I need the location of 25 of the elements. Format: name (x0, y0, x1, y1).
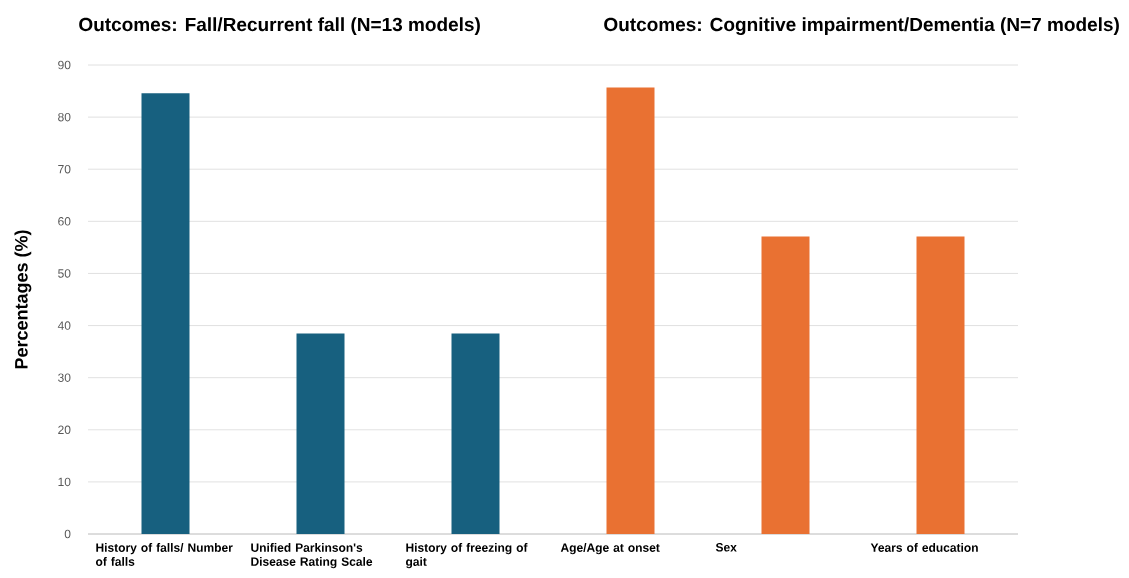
bar (296, 333, 345, 534)
y-axis-title: Percentages (%) (14, 230, 32, 369)
y-tick-label: 90 (58, 60, 71, 70)
text: Outcomes: Fall/Recurrent fall (N=13 models) (79, 17, 480, 35)
bar (916, 236, 965, 534)
x-tick-label: Sex (715, 543, 737, 552)
y-tick-label: 40 (57, 321, 71, 330)
x-tick-label: History of falls/ Number of falls (95, 543, 233, 566)
bar (141, 93, 190, 534)
y-tick-label: 20 (58, 425, 71, 435)
x-tick-label: Years of education (870, 543, 978, 552)
text: Outcomes: Cognitive impairment/Dementia (N=7 models) (604, 17, 1119, 36)
bar (451, 333, 500, 534)
y-tick-label: 10 (58, 477, 71, 487)
bar (761, 236, 810, 534)
x-tick-label: Unified Parkinson's Disease Rating Scale (251, 543, 373, 569)
y-tick-label: 50 (58, 269, 71, 278)
bar (606, 87, 655, 534)
y-tick-label: 30 (58, 373, 71, 382)
y-tick-label: 60 (58, 217, 71, 226)
x-tick-label: Age/Age at onset (560, 543, 660, 555)
y-tick-label: 80 (58, 112, 71, 122)
x-tick-label: History of freezing of gait (406, 543, 528, 569)
y-tick-label: 0 (64, 529, 71, 539)
y-tick-label: 70 (58, 164, 71, 174)
